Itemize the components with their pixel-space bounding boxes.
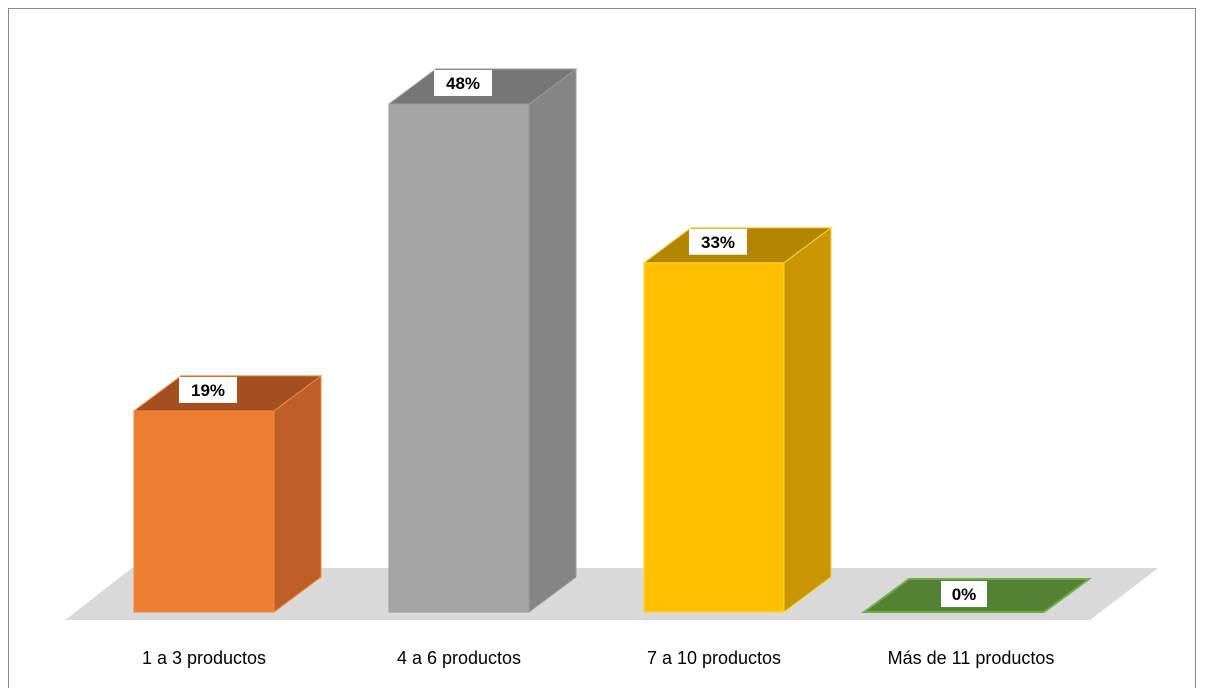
bar-side-7-a-10-productos [783, 226, 832, 613]
x-tick-label-group: 1 a 3 productos 4 a 6 productos 7 a 10 pro… [142, 648, 1054, 668]
bar-group [132, 68, 1093, 613]
bar-side-1-a-3-productos [273, 374, 322, 613]
x-tick-label-4-a-6-productos: 4 a 6 productos [397, 648, 521, 668]
data-label-box-4-a-6-productos [434, 70, 492, 96]
data-label-4-a-6-productos: 48% [446, 74, 480, 93]
data-label-box-m-s-de-11-productos [941, 581, 987, 607]
data-label-1-a-3-productos: 19% [191, 381, 225, 400]
data-label-m-s-de-11-productos: 0% [952, 585, 977, 604]
x-tick-label-7-a-10-productos: 7 a 10 productos [647, 648, 781, 668]
bar-front-1-a-3-productos [133, 410, 275, 613]
data-label-group: 19% 48% 33% 0% [179, 70, 987, 607]
bar-front-7-a-10-productos [643, 262, 785, 613]
x-tick-label-m-s-de-11-productos: Más de 11 productos [888, 648, 1055, 668]
data-label-box-7-a-10-productos [689, 228, 747, 255]
x-tick-label-1-a-3-productos: 1 a 3 productos [142, 648, 266, 668]
bar-side-4-a-6-productos [528, 68, 577, 613]
data-label-box-1-a-3-productos [179, 376, 237, 403]
bar-front-4-a-6-productos [388, 103, 530, 613]
data-label-7-a-10-productos: 33% [701, 233, 735, 252]
